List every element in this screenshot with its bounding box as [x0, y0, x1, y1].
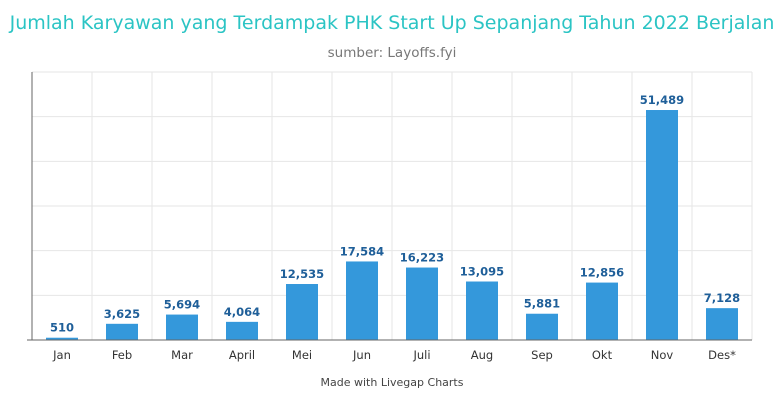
x-tick-label: Aug	[471, 348, 493, 362]
chart-subtitle: sumber: Layoffs.fyi	[327, 45, 457, 61]
bar	[406, 267, 438, 340]
x-tick-label: Juli	[412, 348, 430, 362]
x-tick-label: Mei	[292, 348, 312, 362]
bar	[526, 313, 558, 340]
data-label: 5,881	[524, 297, 560, 311]
bar	[286, 284, 318, 340]
bar	[586, 282, 618, 340]
x-tick-label: Jan	[52, 348, 71, 362]
bar	[646, 110, 678, 340]
data-label: 51,489	[640, 93, 684, 107]
data-label: 7,128	[704, 291, 740, 305]
data-label: 13,095	[460, 265, 504, 279]
x-tick-labels: Jan Feb Mar April Mei Jun Juli Aug Sep Okt Nov Des*	[52, 348, 736, 362]
bar	[166, 314, 198, 340]
x-tick-label: Feb	[112, 348, 132, 362]
bars	[46, 110, 738, 340]
x-tick-label: Des*	[708, 348, 736, 362]
bar	[226, 321, 258, 340]
data-label: 510	[50, 321, 74, 335]
x-tick-label: Sep	[531, 348, 553, 362]
data-label: 5,694	[164, 298, 200, 312]
x-tick-label: Nov	[651, 348, 674, 362]
bar	[346, 261, 378, 340]
data-label: 3,625	[104, 307, 140, 321]
x-tick-label: Jun	[352, 348, 371, 362]
x-tick-label: Mar	[171, 348, 193, 362]
x-tick-label: Okt	[592, 348, 613, 362]
x-tick-label: April	[229, 348, 255, 362]
data-labels: 510 3,625 5,694 4,064 12,535 17,584 16,223 13,0…	[50, 93, 740, 335]
chart-title: Jumlah Karyawan yang Terdampak PHK Start…	[9, 12, 775, 34]
bar	[106, 323, 138, 340]
data-label: 17,584	[340, 244, 384, 258]
bar	[466, 281, 498, 340]
bar	[46, 337, 78, 340]
data-label: 16,223	[400, 251, 444, 265]
data-label: 12,535	[280, 267, 324, 281]
gridlines	[32, 71, 753, 340]
footer-credit: Made with Livegap Charts	[320, 376, 464, 389]
bar	[706, 308, 738, 340]
data-label: 12,856	[580, 266, 624, 280]
axes	[27, 72, 752, 341]
data-label: 4,064	[224, 305, 260, 319]
